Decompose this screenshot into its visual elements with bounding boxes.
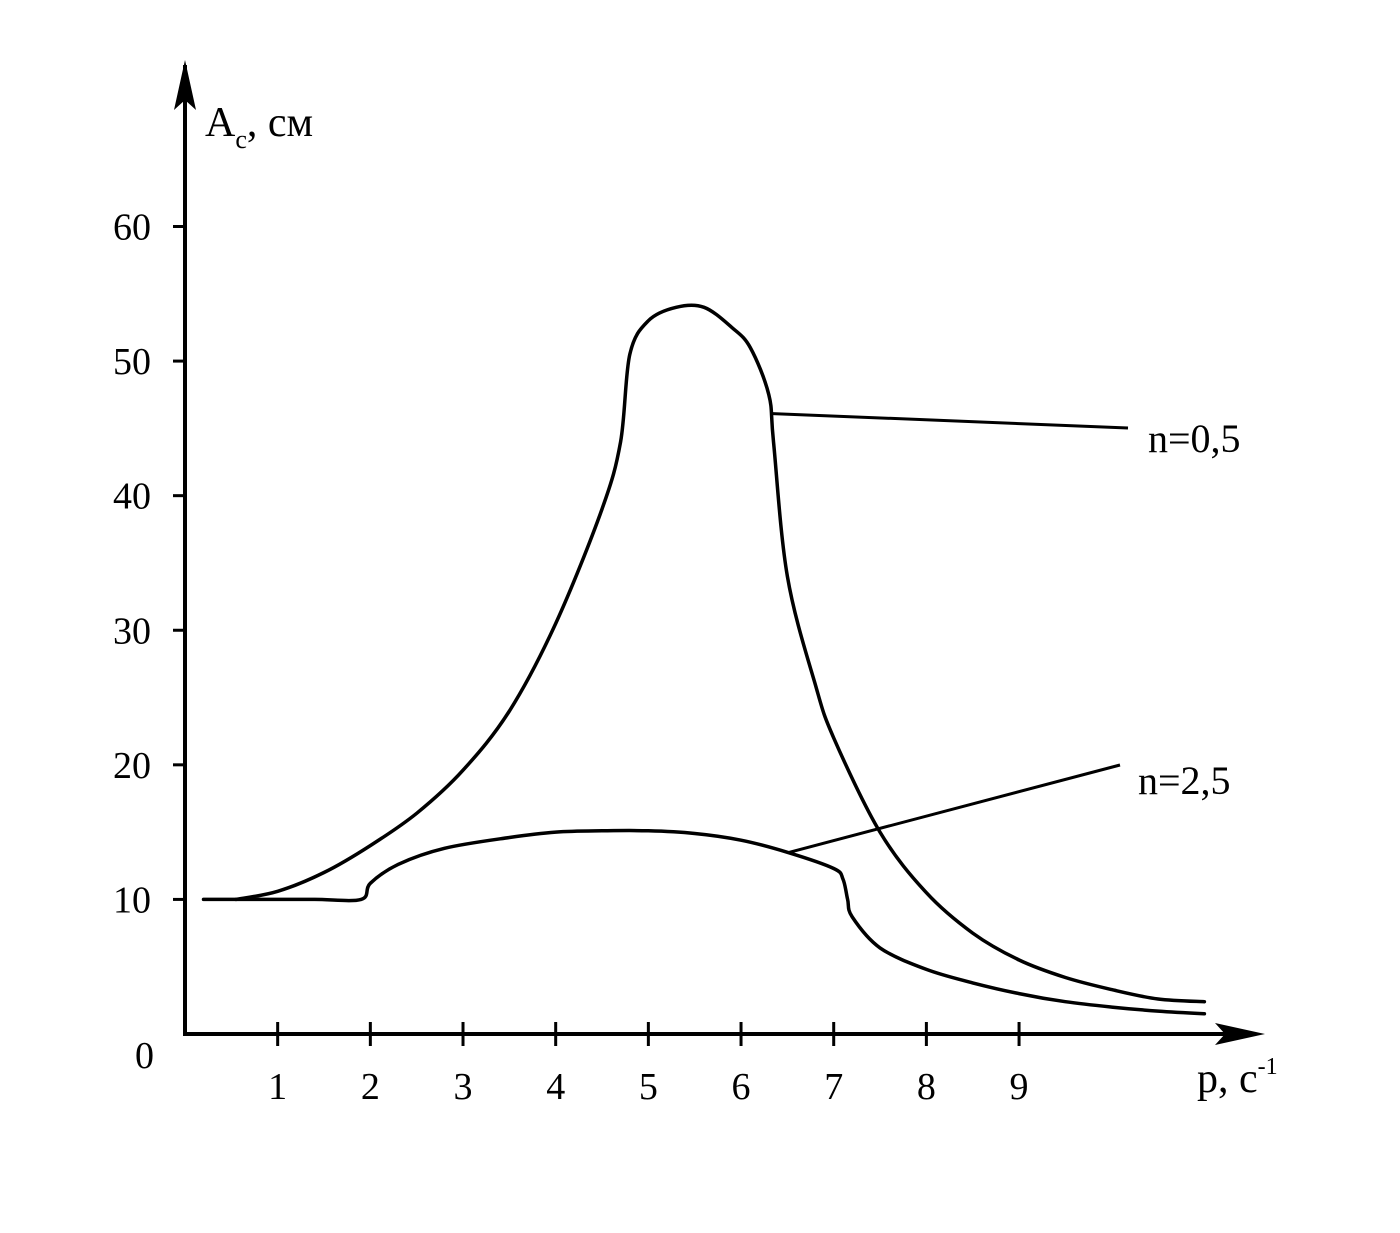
x-tick-label: 7 [824, 1066, 843, 1108]
x-tick-label: 4 [546, 1066, 565, 1108]
series-line-n05 [234, 303, 1207, 1004]
y-tick-label: 20 [113, 745, 151, 787]
x-axis-title-main: p, c [1197, 1056, 1258, 1102]
y-tick-label: 10 [113, 879, 151, 921]
series-line-n25 [201, 828, 1207, 1016]
leader-line-n05 [772, 412, 1129, 430]
x-axis-arrow [1215, 1023, 1265, 1045]
y-axis-arrow [174, 60, 196, 110]
x-tick-label: 8 [917, 1066, 936, 1108]
y-tick-label: 50 [113, 341, 151, 383]
series-label-n25: n=2,5 [1138, 758, 1231, 803]
x-tick-label: 9 [1010, 1066, 1029, 1108]
y-tick-label: 60 [113, 207, 151, 249]
y-tick-label: 30 [113, 610, 151, 652]
y-axis-title-sub: c [235, 125, 247, 154]
x-tick-label: 2 [361, 1066, 380, 1108]
x-axis-title-sup: -1 [1258, 1054, 1278, 1080]
y-axis-title: Ac, см [205, 100, 313, 154]
series-lines [201, 303, 1207, 1016]
x-tick-label: 6 [732, 1066, 751, 1108]
x-tick-label: 1 [268, 1066, 287, 1108]
y-tick-label: 40 [113, 476, 151, 518]
y-axis-title-main: A [205, 100, 236, 146]
y-ticks: 10 20 30 40 50 60 [113, 207, 185, 921]
y-axis-title-rest: , см [247, 100, 313, 146]
leader-line-n25 [788, 763, 1121, 854]
x-tick-label: 3 [454, 1066, 473, 1108]
series-label-n05: n=0,5 [1148, 416, 1241, 461]
leader-lines [772, 412, 1129, 854]
x-axis-title: p, c-1 [1197, 1054, 1278, 1102]
origin-label: 0 [135, 1035, 154, 1077]
x-tick-label: 5 [639, 1066, 658, 1108]
x-ticks: 1 2 3 4 5 6 7 8 9 [268, 1022, 1029, 1108]
